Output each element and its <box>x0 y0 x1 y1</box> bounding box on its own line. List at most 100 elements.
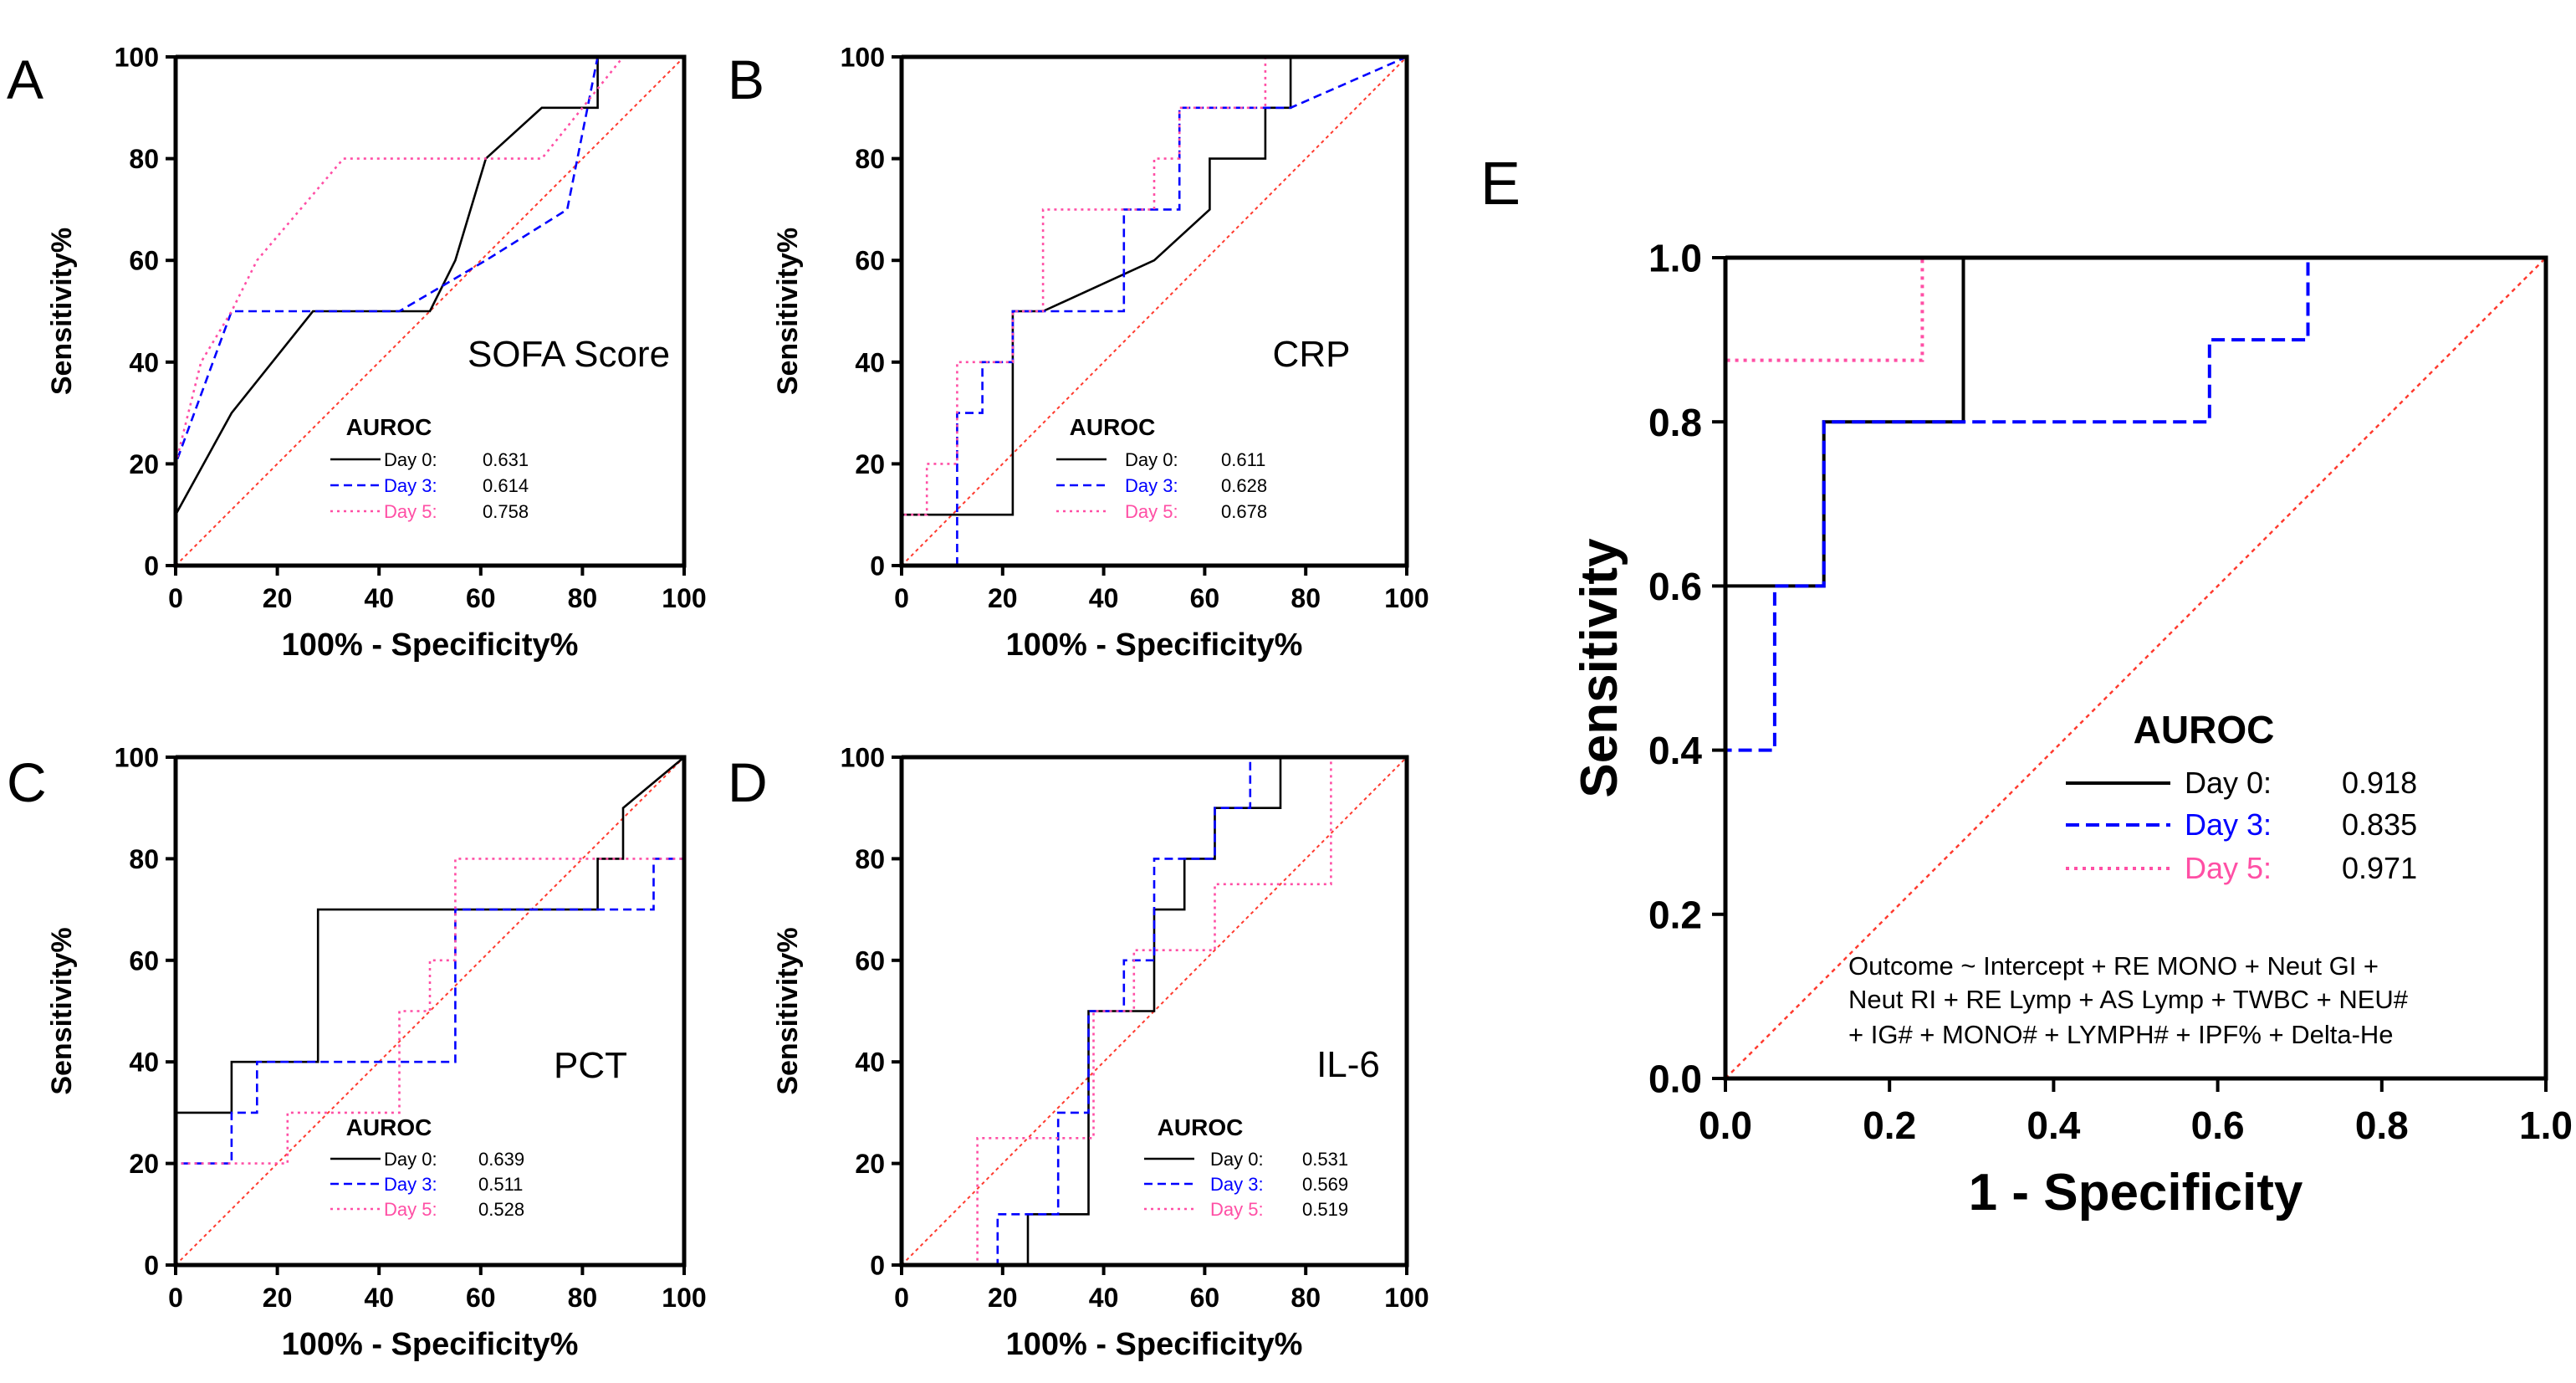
legend-value: 0.569 <box>1302 1174 1348 1195</box>
y-tick-label: 0.8 <box>1648 401 1702 444</box>
y-axis-title: Sensitivity% <box>46 228 78 395</box>
legend-label: Day 0: <box>384 1149 437 1170</box>
roc-curve-day-5 <box>900 55 1407 566</box>
legend-label: Day 0: <box>2185 766 2272 800</box>
legend-value: 0.918 <box>2342 766 2417 800</box>
x-axis-title: 100% - Specificity% <box>282 1327 579 1362</box>
y-tick-label: 100 <box>841 43 885 73</box>
legend-label: Day 0: <box>1210 1149 1264 1170</box>
y-tick-label: 100 <box>115 743 159 773</box>
x-axis-title: 100% - Specificity% <box>1006 1327 1303 1362</box>
x-tick-label: 80 <box>568 1283 598 1313</box>
panel-letter: C <box>7 751 47 813</box>
legend-title: AUROC <box>2134 708 2275 751</box>
x-tick-label: 20 <box>988 1283 1018 1313</box>
reference-diagonal <box>901 756 1408 1266</box>
legend-label: Day 3: <box>384 475 437 496</box>
x-tick-label: 0 <box>894 1283 909 1313</box>
x-tick-label: 80 <box>1291 1283 1321 1313</box>
y-tick-label: 40 <box>129 1047 159 1078</box>
y-tick-label: 40 <box>855 1047 885 1078</box>
y-tick-label: 0.6 <box>1648 565 1702 608</box>
legend-value: 0.971 <box>2342 851 2417 885</box>
panel-letter: D <box>728 751 768 813</box>
legend-label: Day 5: <box>2185 851 2272 885</box>
y-tick-label: 0 <box>870 1251 885 1281</box>
panel-letter: A <box>7 49 43 110</box>
panel-title: SOFA Score <box>468 334 670 375</box>
x-tick-label: 60 <box>466 1283 496 1313</box>
x-axis-title: 100% - Specificity% <box>1006 627 1303 663</box>
y-tick-label: 80 <box>129 144 159 174</box>
y-tick-label: 0.2 <box>1648 893 1702 936</box>
legend-value: 0.758 <box>483 501 529 522</box>
legend-value: 0.835 <box>2342 807 2417 842</box>
y-tick-label: 60 <box>855 246 885 276</box>
y-tick-label: 40 <box>855 347 885 377</box>
legend-label: Day 5: <box>1125 501 1178 522</box>
y-tick-label: 1.0 <box>1648 237 1702 280</box>
y-tick-label: 20 <box>129 1149 159 1179</box>
x-tick-label: 100 <box>1384 583 1429 613</box>
x-tick-label: 100 <box>662 1283 706 1313</box>
y-tick-label: 100 <box>115 43 159 73</box>
y-tick-label: 20 <box>855 1149 885 1179</box>
y-tick-label: 20 <box>855 449 885 479</box>
panel-c: C 0 20 40 60 80 100 0 20 40 60 80 100 100% - Specific… <box>7 743 707 1362</box>
y-tick-label: 60 <box>855 945 885 976</box>
legend-title: AUROC <box>346 414 432 440</box>
roc-curve-day-5 <box>174 55 684 464</box>
legend-value: 0.519 <box>1302 1199 1348 1220</box>
model-formula-line: Outcome ~ Intercept + RE MONO + Neut GI … <box>1848 951 2379 981</box>
legend-label: Day 0: <box>384 449 437 470</box>
legend-value: 0.531 <box>1302 1149 1348 1170</box>
y-tick-label: 100 <box>841 743 885 773</box>
y-tick-label: 0 <box>144 1251 159 1281</box>
legend-value: 0.614 <box>483 475 529 496</box>
legend-title: AUROC <box>346 1114 432 1140</box>
y-tick-label: 60 <box>129 246 159 276</box>
legend-label: Day 3: <box>384 1174 437 1195</box>
x-axis-title: 100% - Specificity% <box>282 627 579 663</box>
x-tick-label: 80 <box>568 583 598 613</box>
legend-label: Day 3: <box>1125 475 1178 496</box>
x-tick-label: 60 <box>1190 1283 1220 1313</box>
y-axis-title: Sensitivity% <box>46 927 78 1094</box>
y-tick-label: 0 <box>144 551 159 581</box>
reference-diagonal <box>901 56 1408 566</box>
legend-label: Day 5: <box>1210 1199 1264 1220</box>
x-tick-label: 0.0 <box>1699 1104 1752 1147</box>
y-tick-label: 80 <box>855 144 885 174</box>
x-tick-label: 20 <box>988 583 1018 613</box>
roc-curve-day-5 <box>902 756 1407 1267</box>
y-tick-label: 20 <box>129 449 159 479</box>
reference-diagonal <box>1725 257 2547 1079</box>
roc-curve-day-3 <box>902 756 1407 1267</box>
roc-curve-day-5 <box>174 757 686 1265</box>
model-formula-line: Neut RI + RE Lymp + AS Lymp + TWBC + NEU… <box>1848 985 2409 1014</box>
legend-label: Day 0: <box>1125 449 1178 470</box>
x-tick-label: 80 <box>1291 583 1321 613</box>
x-axis-title: 1 - Specificity <box>1969 1164 2303 1222</box>
x-tick-label: 60 <box>466 583 496 613</box>
legend-value: 0.511 <box>478 1174 523 1195</box>
panel-title: IL-6 <box>1316 1044 1380 1085</box>
y-tick-label: 40 <box>129 347 159 377</box>
x-tick-label: 0.8 <box>2355 1104 2409 1147</box>
x-tick-label: 40 <box>364 583 394 613</box>
legend-value: 0.678 <box>1221 501 1267 522</box>
roc-curve-day-3 <box>1724 256 2546 1078</box>
model-formula-line: + IG# + MONO# + LYMPH# + IPF% + Delta-He <box>1848 1020 2394 1049</box>
legend-title: AUROC <box>1158 1114 1244 1140</box>
x-tick-label: 20 <box>263 583 293 613</box>
legend-label: Day 3: <box>2185 807 2272 842</box>
x-tick-label: 40 <box>1089 1283 1119 1313</box>
y-axis-title: Sensitivity <box>1571 538 1628 798</box>
panel-letter: B <box>728 49 764 110</box>
legend-label: Day 5: <box>384 501 437 522</box>
legend-label: Day 5: <box>384 1199 437 1220</box>
x-tick-label: 0.2 <box>1863 1104 1916 1147</box>
y-tick-label: 80 <box>855 844 885 874</box>
x-tick-label: 40 <box>364 1283 394 1313</box>
